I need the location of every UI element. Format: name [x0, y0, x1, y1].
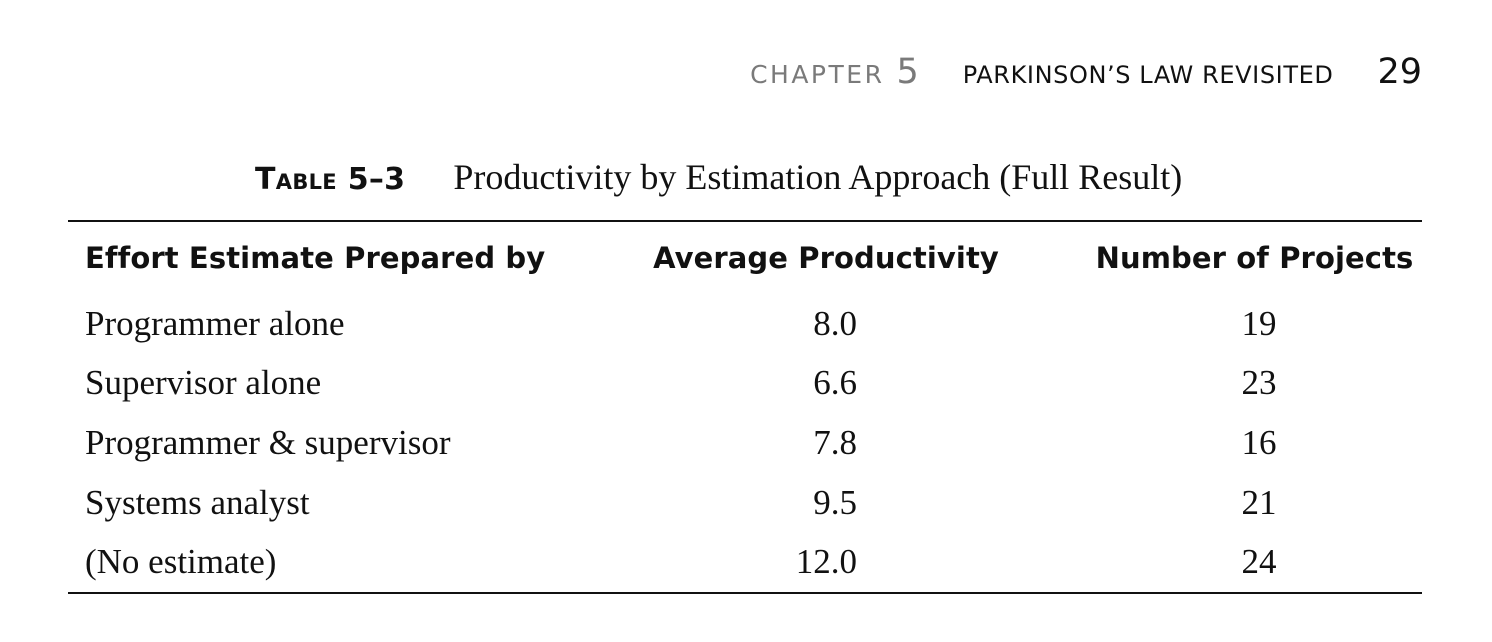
estimate-by-cell: (No estimate) [85, 542, 277, 582]
chapter-title: PARKINSON’S LAW REVISITED [962, 61, 1334, 89]
avg-productivity-value: 9.5 [813, 482, 857, 522]
num-projects-cell: 23 [1031, 354, 1422, 414]
estimate-by-cell: Programmer alone [85, 303, 345, 343]
avg-productivity-value: 12.0 [795, 542, 857, 582]
num-projects-value: 24 [1241, 542, 1277, 582]
table-row: Programmer alone 8.0 19 [68, 294, 1422, 354]
avg-productivity-cell: 8.0 [585, 294, 1031, 354]
avg-productivity-cell: 6.6 [585, 354, 1031, 414]
productivity-table: Effort Estimate Prepared by Average Prod… [68, 220, 1422, 594]
table-row: Systems analyst 9.5 21 [68, 473, 1422, 533]
avg-productivity-cell: 12.0 [585, 532, 1031, 593]
page-number: 29 [1377, 52, 1422, 92]
column-header-num-projects: Number of Projects [1095, 241, 1414, 275]
chapter-label: CHAPTER [750, 60, 885, 89]
avg-productivity-cell: 7.8 [585, 413, 1031, 473]
estimate-by-cell: Supervisor alone [85, 363, 322, 403]
column-header-avg-productivity: Average Productivity [653, 241, 999, 275]
num-projects-cell: 24 [1031, 532, 1422, 593]
table-title: Productivity by Estimation Approach (Ful… [453, 157, 1183, 197]
table-header-row: Effort Estimate Prepared by Average Prod… [68, 221, 1422, 294]
avg-productivity-value: 6.6 [813, 363, 857, 403]
table-row: Programmer & supervisor 7.8 16 [68, 413, 1422, 473]
chapter-number: 5 [896, 52, 919, 92]
table-row: Supervisor alone 6.6 23 [68, 354, 1422, 414]
num-projects-value: 19 [1241, 303, 1277, 343]
table-caption: Table 5–3 Productivity by Estimation App… [255, 156, 1182, 198]
estimate-by-cell: Systems analyst [85, 482, 310, 522]
running-header: CHAPTER 5 PARKINSON’S LAW REVISITED 29 [750, 52, 1422, 108]
num-projects-value: 23 [1241, 363, 1277, 403]
avg-productivity-cell: 9.5 [585, 473, 1031, 533]
num-projects-cell: 16 [1031, 413, 1422, 473]
estimate-by-cell: Programmer & supervisor [85, 422, 451, 462]
avg-productivity-value: 7.8 [813, 422, 857, 462]
num-projects-cell: 21 [1031, 473, 1422, 533]
avg-productivity-value: 8.0 [813, 303, 857, 343]
table-row: (No estimate) 12.0 24 [68, 532, 1422, 593]
num-projects-cell: 19 [1031, 294, 1422, 354]
num-projects-value: 16 [1241, 422, 1277, 462]
num-projects-value: 21 [1241, 482, 1277, 522]
column-header-estimate-by: Effort Estimate Prepared by [85, 241, 546, 275]
table-label: Table 5–3 [255, 162, 406, 197]
